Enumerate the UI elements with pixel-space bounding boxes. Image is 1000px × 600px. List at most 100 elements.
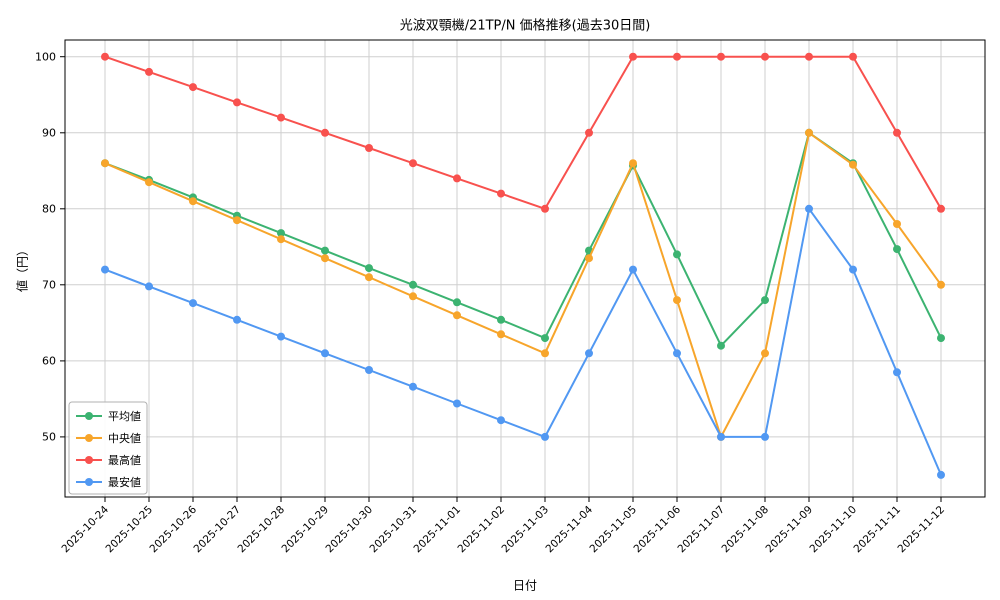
median-marker bbox=[541, 349, 549, 358]
min-marker bbox=[233, 315, 241, 324]
y-tick-label: 80 bbox=[42, 203, 56, 216]
median-marker bbox=[937, 280, 945, 289]
average-marker bbox=[937, 334, 945, 343]
max-marker bbox=[277, 113, 285, 122]
min-line bbox=[104, 207, 942, 476]
legend-average-label: 平均値 bbox=[108, 410, 141, 423]
max-marker bbox=[541, 204, 549, 213]
max-line bbox=[104, 55, 942, 210]
max-marker bbox=[585, 128, 593, 137]
y-tick-label: 60 bbox=[42, 355, 56, 368]
y-tick-label: 100 bbox=[35, 51, 56, 64]
min-marker bbox=[541, 432, 549, 441]
median-marker bbox=[497, 330, 505, 339]
y-tick-label: 90 bbox=[42, 127, 56, 140]
min-series bbox=[101, 204, 945, 479]
plot-border bbox=[64, 39, 986, 498]
max-marker bbox=[937, 204, 945, 213]
median-line bbox=[104, 131, 942, 438]
min-marker bbox=[717, 432, 725, 441]
median-marker bbox=[277, 235, 285, 244]
median-marker bbox=[453, 311, 461, 320]
median-marker bbox=[233, 216, 241, 225]
median-marker bbox=[409, 292, 417, 301]
min-marker bbox=[321, 349, 329, 358]
min-marker bbox=[189, 299, 197, 308]
median-marker bbox=[805, 128, 813, 137]
max-marker bbox=[409, 159, 417, 168]
min-marker bbox=[805, 204, 813, 213]
median-marker bbox=[761, 349, 769, 358]
max-marker bbox=[365, 144, 373, 152]
legend-min-marker bbox=[85, 478, 93, 486]
x-axis-label: 日付 bbox=[512, 578, 538, 593]
average-marker bbox=[761, 296, 769, 305]
average-line bbox=[104, 131, 942, 347]
max-marker bbox=[717, 52, 725, 61]
min-marker bbox=[365, 366, 373, 374]
legend-median-label: 中央値 bbox=[108, 432, 141, 445]
min-marker bbox=[497, 416, 505, 425]
average-marker bbox=[673, 250, 681, 259]
median-marker bbox=[189, 197, 197, 206]
median-marker bbox=[145, 178, 153, 187]
median-marker bbox=[365, 273, 373, 282]
max-marker bbox=[233, 98, 241, 107]
legend-median-marker bbox=[85, 434, 93, 442]
x-tick-label: 2025-11-12 bbox=[895, 504, 947, 556]
median-marker bbox=[321, 254, 329, 263]
median-marker bbox=[101, 159, 109, 168]
min-marker bbox=[937, 470, 945, 479]
legend-max-marker bbox=[85, 456, 93, 464]
legend-average-marker bbox=[85, 412, 93, 420]
max-marker bbox=[673, 52, 681, 61]
median-marker bbox=[629, 159, 637, 168]
y-axis-label: 値（円） bbox=[15, 243, 30, 293]
average-marker bbox=[893, 245, 901, 254]
legend-box bbox=[68, 401, 148, 495]
max-marker bbox=[629, 52, 637, 61]
average-marker bbox=[409, 280, 417, 289]
max-marker bbox=[101, 52, 109, 61]
max-marker bbox=[497, 189, 505, 198]
average-marker bbox=[365, 264, 373, 273]
min-marker bbox=[673, 349, 681, 358]
median-marker bbox=[893, 220, 901, 228]
max-marker bbox=[189, 83, 197, 92]
median-marker bbox=[849, 160, 857, 169]
min-marker bbox=[277, 332, 285, 341]
median-marker bbox=[673, 296, 681, 305]
min-marker bbox=[629, 265, 637, 274]
average-marker bbox=[541, 334, 549, 343]
max-marker bbox=[453, 174, 461, 183]
legend-min-label: 最安値 bbox=[108, 475, 141, 489]
x-axis: 2025-10-242025-10-252025-10-262025-10-27… bbox=[59, 497, 947, 555]
min-marker bbox=[761, 432, 769, 441]
average-marker bbox=[453, 298, 461, 307]
average-marker bbox=[717, 341, 725, 350]
median-marker bbox=[585, 254, 593, 263]
min-marker bbox=[893, 368, 901, 377]
min-marker bbox=[409, 382, 417, 391]
average-marker bbox=[321, 246, 329, 255]
min-marker bbox=[849, 265, 857, 274]
max-marker bbox=[849, 52, 857, 61]
max-marker bbox=[805, 52, 813, 61]
y-axis: 50 60 70 80 90 100 bbox=[35, 51, 65, 444]
min-marker bbox=[585, 349, 593, 358]
min-marker bbox=[101, 265, 109, 274]
y-tick-label: 50 bbox=[42, 431, 56, 444]
average-marker bbox=[497, 315, 505, 324]
median-series bbox=[101, 128, 945, 441]
min-marker bbox=[453, 399, 461, 408]
max-marker bbox=[893, 128, 901, 137]
min-marker bbox=[145, 282, 153, 291]
max-marker bbox=[761, 52, 769, 61]
chart-title: 光波双顎機/21TP/N 価格推移(過去30日間) bbox=[399, 18, 651, 34]
max-marker bbox=[321, 128, 329, 137]
average-marker bbox=[277, 229, 285, 238]
legend-max-label: 最高値 bbox=[108, 453, 141, 467]
